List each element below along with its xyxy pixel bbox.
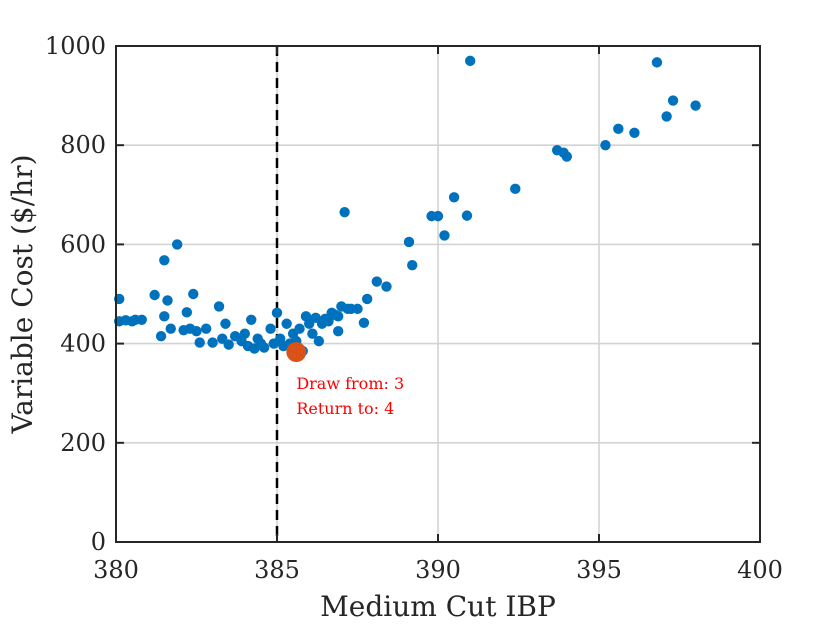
data-point [407, 260, 418, 271]
data-point [381, 281, 392, 292]
data-point [358, 317, 370, 328]
data-point [352, 303, 363, 315]
data-point [465, 55, 476, 67]
data-point [213, 301, 225, 312]
y-tick-label: 200 [60, 429, 106, 457]
y-axis-label: Variable Cost ($/hr) [6, 154, 39, 434]
data-point [561, 151, 572, 162]
data-point [207, 337, 218, 348]
tick-labels: 380 385 390 395 400 0 200 400 600 800 1000 [45, 32, 783, 584]
data-point [188, 288, 199, 300]
data-point [294, 323, 305, 334]
data-point [439, 230, 450, 241]
data-point [194, 337, 205, 348]
data-point [371, 276, 383, 287]
data-point [159, 255, 170, 266]
data-point [307, 328, 318, 339]
x-tick-label: 395 [576, 556, 622, 584]
data-point [165, 323, 176, 334]
data-point [510, 183, 521, 195]
highlighted-point [286, 342, 307, 363]
x-tick-label: 380 [93, 556, 139, 584]
x-tick-label: 400 [737, 556, 783, 584]
x-tick-label: 385 [254, 556, 300, 584]
data-point [200, 323, 212, 334]
data-point [332, 311, 344, 322]
data-point [155, 330, 167, 342]
data-point [281, 318, 292, 329]
data-point [223, 339, 234, 350]
data-point [600, 140, 611, 151]
data-point [246, 314, 257, 325]
data-point [149, 289, 160, 301]
data-point [239, 328, 250, 339]
data-point [613, 123, 624, 135]
scatter-points [114, 55, 701, 357]
data-point [159, 311, 170, 322]
data-point [339, 206, 350, 218]
data-point [629, 127, 640, 138]
data-point [181, 307, 193, 318]
annotation-return-to: Return to: 4 [296, 399, 394, 418]
data-point [361, 293, 373, 305]
data-point [461, 210, 473, 221]
data-point [258, 342, 270, 353]
data-point [323, 316, 334, 327]
data-point [651, 57, 663, 68]
annotation-draw-from: Draw from: 3 [296, 374, 404, 393]
data-point [332, 326, 344, 337]
data-point [220, 318, 231, 329]
x-axis-label: Medium Cut IBP [320, 590, 556, 623]
data-point [661, 111, 672, 122]
data-point [136, 314, 147, 325]
y-tick-label: 800 [60, 131, 106, 159]
y-tick-label: 1000 [45, 32, 106, 60]
data-point [191, 326, 202, 337]
highlight-layer [286, 342, 307, 363]
y-tick-label: 600 [60, 230, 106, 258]
y-tick-label: 0 [91, 528, 106, 556]
data-point [313, 335, 325, 347]
x-tick-label: 390 [415, 556, 461, 584]
data-point [265, 323, 276, 334]
data-point [403, 236, 415, 248]
data-point [448, 192, 460, 203]
data-point [271, 307, 283, 319]
data-point [690, 100, 701, 111]
data-point [162, 295, 173, 306]
y-tick-label: 400 [60, 330, 106, 358]
tick-marks [115, 45, 761, 543]
data-point [171, 239, 183, 250]
data-point [432, 210, 444, 222]
data-point [667, 95, 679, 106]
